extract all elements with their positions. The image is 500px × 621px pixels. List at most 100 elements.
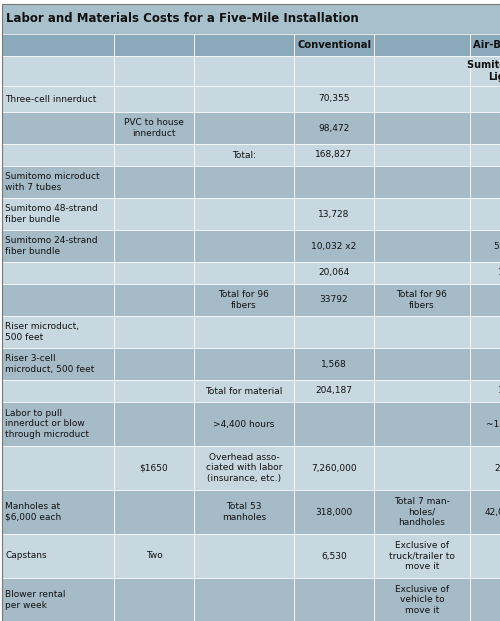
Text: 13,728: 13,728 (318, 209, 350, 219)
Bar (2, 166, 114, 198)
Bar (194, 380, 294, 402)
Bar (194, 262, 294, 284)
Bar (470, 144, 500, 166)
Text: PVC to house
innerduct: PVC to house innerduct (124, 118, 184, 138)
Bar (470, 490, 500, 534)
Bar (294, 230, 374, 262)
Bar (194, 34, 294, 56)
Bar (294, 316, 374, 348)
Text: Exclusive of
truck/trailer to
move it: Exclusive of truck/trailer to move it (389, 541, 455, 571)
Bar (114, 198, 194, 230)
Bar (294, 86, 374, 112)
Text: Three-cell innerduct: Three-cell innerduct (5, 94, 96, 104)
Bar (470, 86, 500, 112)
Bar (114, 446, 194, 490)
Bar (114, 316, 194, 348)
Text: Total:: Total: (232, 150, 256, 160)
Bar (194, 112, 294, 144)
Bar (114, 86, 194, 112)
Bar (374, 112, 470, 144)
Bar (470, 578, 500, 621)
Bar (294, 380, 374, 402)
Bar (2, 578, 114, 621)
Text: 6,530: 6,530 (321, 551, 347, 561)
Bar (294, 166, 374, 198)
Bar (194, 144, 294, 166)
Bar (114, 262, 194, 284)
Bar (374, 284, 470, 316)
Text: Total 7 man-
holes/
handholes: Total 7 man- holes/ handholes (394, 497, 450, 527)
Bar (470, 262, 500, 284)
Text: 33792: 33792 (320, 296, 348, 304)
Text: 116,160: 116,160 (498, 268, 500, 278)
Bar (2, 534, 114, 578)
Text: Exclusive of
vehicle to
move it: Exclusive of vehicle to move it (395, 585, 449, 615)
Bar (194, 534, 294, 578)
Bar (374, 348, 470, 380)
Bar (2, 230, 114, 262)
Bar (194, 402, 294, 446)
Bar (114, 56, 194, 86)
Bar (114, 402, 194, 446)
Bar (470, 230, 500, 262)
Bar (114, 490, 194, 534)
Text: Riser microduct,
500 feet: Riser microduct, 500 feet (5, 322, 79, 342)
Bar (194, 446, 294, 490)
Bar (194, 284, 294, 316)
Bar (194, 230, 294, 262)
Bar (374, 262, 470, 284)
Text: ~1,320 hours: ~1,320 hours (486, 420, 500, 428)
Text: $1650: $1650 (140, 463, 168, 473)
Bar (2, 284, 114, 316)
Bar (294, 262, 374, 284)
Text: Total for 96
fibers: Total for 96 fibers (396, 290, 448, 310)
Bar (114, 144, 194, 166)
Bar (470, 402, 500, 446)
Bar (2, 490, 114, 534)
Bar (2, 56, 114, 86)
Bar (2, 198, 114, 230)
Text: Two: Two (146, 551, 162, 561)
Text: 42,000/12,488: 42,000/12,488 (484, 507, 500, 517)
Bar (374, 534, 470, 578)
Bar (114, 534, 194, 578)
Bar (294, 534, 374, 578)
Bar (374, 144, 470, 166)
Text: Total for 96
fibers: Total for 96 fibers (218, 290, 270, 310)
Text: Sumitomo Electric
Lightwave: Sumitomo Electric Lightwave (467, 60, 500, 82)
Bar (114, 112, 194, 144)
Text: Blower rental
per week: Blower rental per week (5, 591, 66, 610)
Text: Conventional: Conventional (297, 40, 371, 50)
Text: Total 53
manholes: Total 53 manholes (222, 502, 266, 522)
Text: Labor and Materials Costs for a Five-Mile Installation: Labor and Materials Costs for a Five-Mil… (6, 12, 359, 25)
Text: Manholes at
$6,000 each: Manholes at $6,000 each (5, 502, 61, 522)
Bar (470, 316, 500, 348)
Text: Labor to pull
innerduct or blow
through microduct: Labor to pull innerduct or blow through … (5, 409, 89, 439)
Bar (470, 198, 500, 230)
Bar (470, 380, 500, 402)
Bar (374, 34, 470, 56)
Bar (114, 578, 194, 621)
Bar (2, 86, 114, 112)
Bar (294, 348, 374, 380)
Bar (2, 402, 114, 446)
Bar (114, 230, 194, 262)
Bar (470, 166, 500, 198)
Text: Overhead asso-
ciated with labor
(insurance, etc.): Overhead asso- ciated with labor (insura… (206, 453, 282, 483)
Bar (374, 198, 470, 230)
Bar (374, 230, 470, 262)
Bar (194, 198, 294, 230)
Text: 20,064: 20,064 (318, 268, 350, 278)
Bar (294, 198, 374, 230)
Bar (374, 578, 470, 621)
Bar (470, 348, 500, 380)
Text: 98,472: 98,472 (318, 124, 350, 132)
Bar (470, 56, 500, 86)
Bar (194, 316, 294, 348)
Bar (2, 144, 114, 166)
Bar (2, 112, 114, 144)
Bar (294, 144, 374, 166)
Bar (374, 166, 470, 198)
Bar (470, 284, 500, 316)
Text: 10,032 x2: 10,032 x2 (312, 242, 356, 250)
